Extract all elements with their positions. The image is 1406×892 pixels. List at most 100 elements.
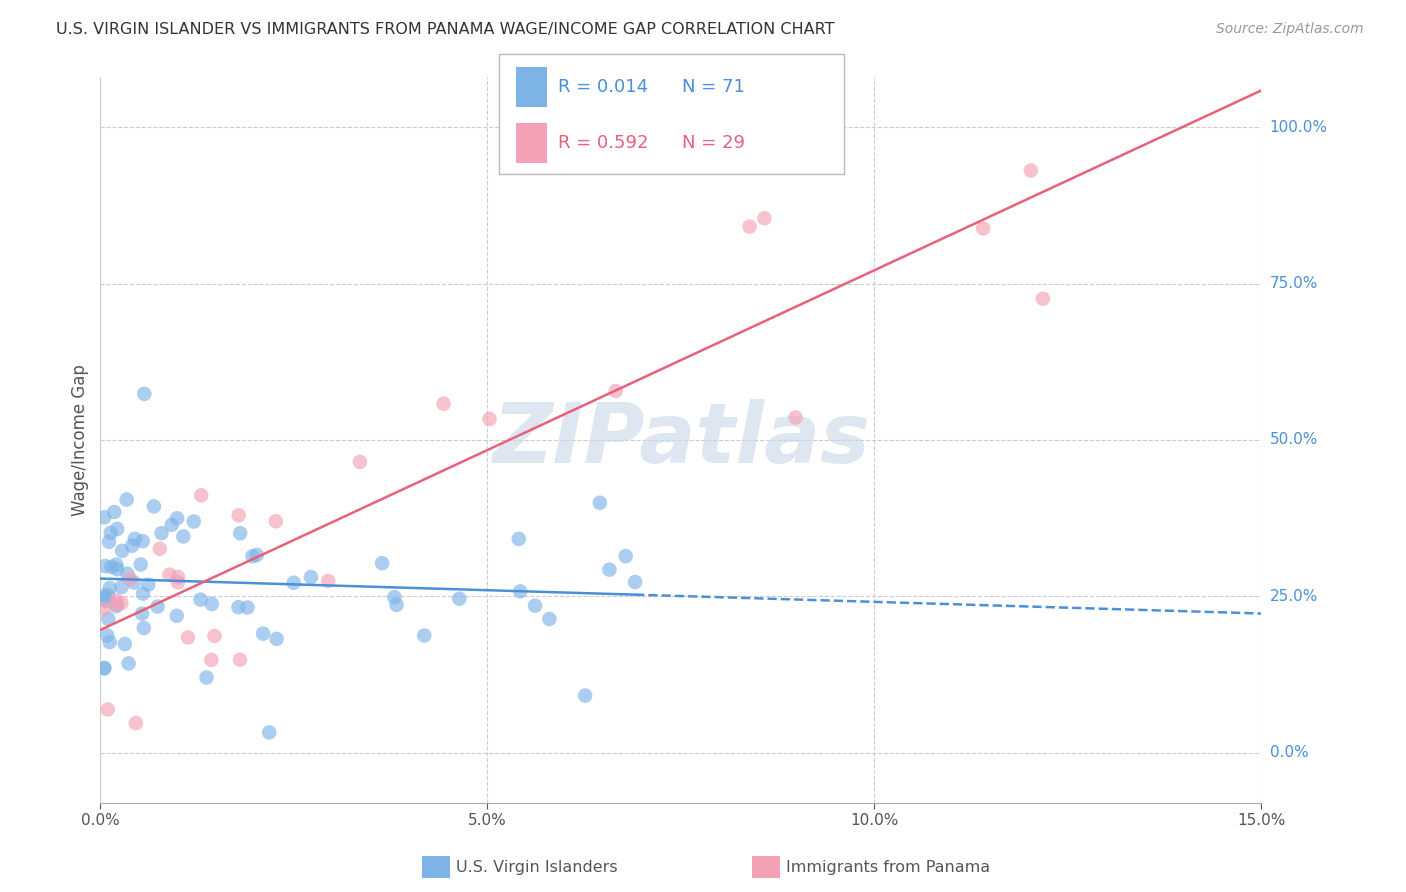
Point [478, 412, 501, 426]
Point [574, 689, 596, 703]
Point [172, 529, 194, 543]
Point [266, 632, 288, 646]
Point [371, 556, 394, 570]
Point [96, 628, 118, 642]
Point [105, 558, 128, 572]
Point [166, 575, 188, 590]
Text: 0.0%: 0.0% [1270, 745, 1309, 760]
Point [97, 612, 120, 626]
Point [105, 522, 128, 536]
Point [105, 599, 128, 613]
Point [97, 702, 120, 716]
Point [524, 599, 547, 613]
Point [509, 584, 531, 599]
Point [124, 532, 146, 546]
Point [972, 221, 994, 235]
Point [149, 541, 172, 556]
Point [598, 563, 620, 577]
Point [150, 526, 173, 541]
Point [538, 612, 561, 626]
Text: 75.0%: 75.0% [1270, 277, 1317, 291]
Point [200, 653, 222, 667]
Text: 100.0%: 100.0% [1270, 120, 1327, 135]
Point [125, 716, 148, 731]
Text: 50.0%: 50.0% [1270, 433, 1317, 448]
Text: Immigrants from Panama: Immigrants from Panama [786, 860, 990, 874]
Point [754, 211, 776, 226]
Point [105, 562, 128, 576]
Point [785, 410, 807, 425]
Point [98, 635, 121, 649]
Point [283, 575, 305, 590]
Point [132, 621, 155, 635]
Point [204, 629, 226, 643]
Point [105, 598, 128, 612]
Point [131, 607, 153, 621]
Text: U.S. VIRGIN ISLANDER VS IMMIGRANTS FROM PANAMA WAGE/INCOME GAP CORRELATION CHART: U.S. VIRGIN ISLANDER VS IMMIGRANTS FROM … [56, 22, 835, 37]
Point [166, 511, 188, 525]
Point [624, 574, 647, 589]
Point [93, 662, 115, 676]
Point [432, 397, 454, 411]
Point [177, 631, 200, 645]
Point [229, 526, 252, 541]
Point [246, 548, 269, 562]
Point [605, 384, 627, 398]
Point [316, 574, 339, 588]
Point [195, 670, 218, 684]
Point [228, 508, 250, 523]
Point [93, 661, 115, 675]
Point [120, 572, 142, 586]
Text: N = 71: N = 71 [682, 78, 745, 96]
Point [121, 539, 143, 553]
Point [166, 608, 188, 623]
Point [114, 637, 136, 651]
Point [257, 725, 280, 739]
Point [183, 515, 205, 529]
Point [384, 590, 406, 604]
Point [1019, 163, 1042, 178]
Point [103, 505, 125, 519]
Point [122, 575, 145, 590]
Point [201, 597, 224, 611]
Point [93, 591, 115, 606]
Point [349, 455, 371, 469]
Point [264, 514, 287, 528]
Point [105, 593, 128, 607]
Point [94, 559, 117, 574]
Y-axis label: Wage/Income Gap: Wage/Income Gap [72, 364, 89, 516]
Point [132, 534, 155, 549]
Point [738, 219, 761, 234]
Text: 25.0%: 25.0% [1270, 589, 1317, 604]
Point [614, 549, 637, 563]
Point [167, 570, 190, 584]
Point [98, 534, 121, 549]
Point [159, 567, 181, 582]
Point [413, 628, 436, 642]
Point [129, 558, 152, 572]
Point [242, 549, 264, 564]
Point [589, 496, 612, 510]
Text: Source: ZipAtlas.com: Source: ZipAtlas.com [1216, 22, 1364, 37]
Point [146, 599, 169, 614]
Point [1032, 292, 1054, 306]
Text: N = 29: N = 29 [682, 134, 745, 153]
Point [93, 510, 115, 524]
Point [100, 525, 122, 540]
Point [117, 566, 139, 581]
Text: R = 0.592: R = 0.592 [558, 134, 648, 153]
Point [93, 589, 115, 603]
Point [93, 601, 115, 615]
Point [97, 588, 120, 602]
Point [110, 580, 132, 594]
Point [449, 591, 471, 606]
Text: ZIPatlas: ZIPatlas [492, 400, 870, 481]
Point [228, 600, 250, 615]
Text: U.S. Virgin Islanders: U.S. Virgin Islanders [456, 860, 617, 874]
Point [252, 626, 274, 640]
Text: R = 0.014: R = 0.014 [558, 78, 648, 96]
Point [136, 577, 159, 591]
Point [98, 581, 121, 595]
Point [508, 532, 530, 546]
Point [160, 517, 183, 532]
